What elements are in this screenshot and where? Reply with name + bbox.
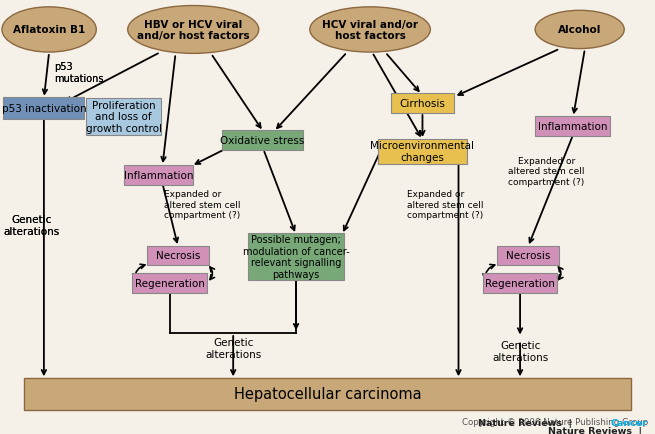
Text: Regeneration: Regeneration — [485, 279, 555, 288]
FancyBboxPatch shape — [535, 117, 610, 137]
Text: HCV viral and/or
host factors: HCV viral and/or host factors — [322, 20, 418, 41]
Text: Aflatoxin B1: Aflatoxin B1 — [13, 26, 85, 35]
Text: Necrosis: Necrosis — [156, 251, 200, 260]
Ellipse shape — [535, 11, 624, 49]
Text: Genetic
alterations: Genetic alterations — [3, 215, 60, 237]
Text: Cirrhosis: Cirrhosis — [400, 99, 445, 109]
FancyBboxPatch shape — [391, 94, 454, 114]
FancyBboxPatch shape — [248, 234, 344, 280]
Text: Nature Reviews  |: Nature Reviews | — [478, 418, 578, 427]
FancyBboxPatch shape — [86, 99, 161, 136]
Text: p53
mutations: p53 mutations — [54, 62, 104, 84]
Text: Expanded or
altered stem cell
compartment (?): Expanded or altered stem cell compartmen… — [508, 157, 584, 186]
Ellipse shape — [128, 7, 259, 54]
Text: Genetic
alterations: Genetic alterations — [205, 338, 261, 359]
Text: Nature Reviews  |: Nature Reviews | — [548, 426, 648, 434]
FancyBboxPatch shape — [497, 246, 559, 265]
Text: Expanded or
altered stem cell
compartment (?): Expanded or altered stem cell compartmen… — [164, 190, 240, 220]
Text: Expanded or
altered stem cell
compartment (?): Expanded or altered stem cell compartmen… — [407, 190, 484, 220]
Text: Copyright © 2006 Nature Publishing Group: Copyright © 2006 Nature Publishing Group — [462, 418, 648, 427]
Text: Possible mutagen;
modulation of cancer-
relevant signalling
pathways: Possible mutagen; modulation of cancer- … — [243, 235, 349, 279]
Ellipse shape — [2, 8, 96, 53]
Text: HBV or HCV viral
and/or host factors: HBV or HCV viral and/or host factors — [137, 20, 250, 41]
Text: Cancer: Cancer — [610, 418, 647, 427]
Text: Genetic
alterations: Genetic alterations — [492, 341, 548, 362]
Text: Microenvironmental
changes: Microenvironmental changes — [371, 141, 474, 163]
Text: Proliferation
and loss of
growth control: Proliferation and loss of growth control — [86, 101, 162, 134]
Text: Inflammation: Inflammation — [124, 171, 193, 180]
Text: Genetic
alterations: Genetic alterations — [3, 215, 60, 237]
Text: Alcohol: Alcohol — [558, 26, 601, 35]
Text: Oxidative stress: Oxidative stress — [221, 136, 305, 146]
Text: p53 inactivation: p53 inactivation — [1, 104, 86, 114]
FancyBboxPatch shape — [378, 139, 467, 164]
FancyBboxPatch shape — [222, 131, 303, 151]
FancyBboxPatch shape — [132, 274, 207, 293]
FancyBboxPatch shape — [483, 274, 557, 293]
FancyBboxPatch shape — [147, 246, 209, 265]
Ellipse shape — [310, 8, 430, 53]
Text: p53
mutations: p53 mutations — [54, 62, 104, 84]
Text: Hepatocellular carcinoma: Hepatocellular carcinoma — [234, 387, 421, 401]
Text: Regeneration: Regeneration — [135, 279, 204, 288]
FancyBboxPatch shape — [24, 378, 631, 410]
FancyBboxPatch shape — [3, 98, 84, 119]
FancyBboxPatch shape — [124, 165, 193, 185]
Text: Inflammation: Inflammation — [538, 122, 607, 132]
Text: Necrosis: Necrosis — [506, 251, 550, 260]
